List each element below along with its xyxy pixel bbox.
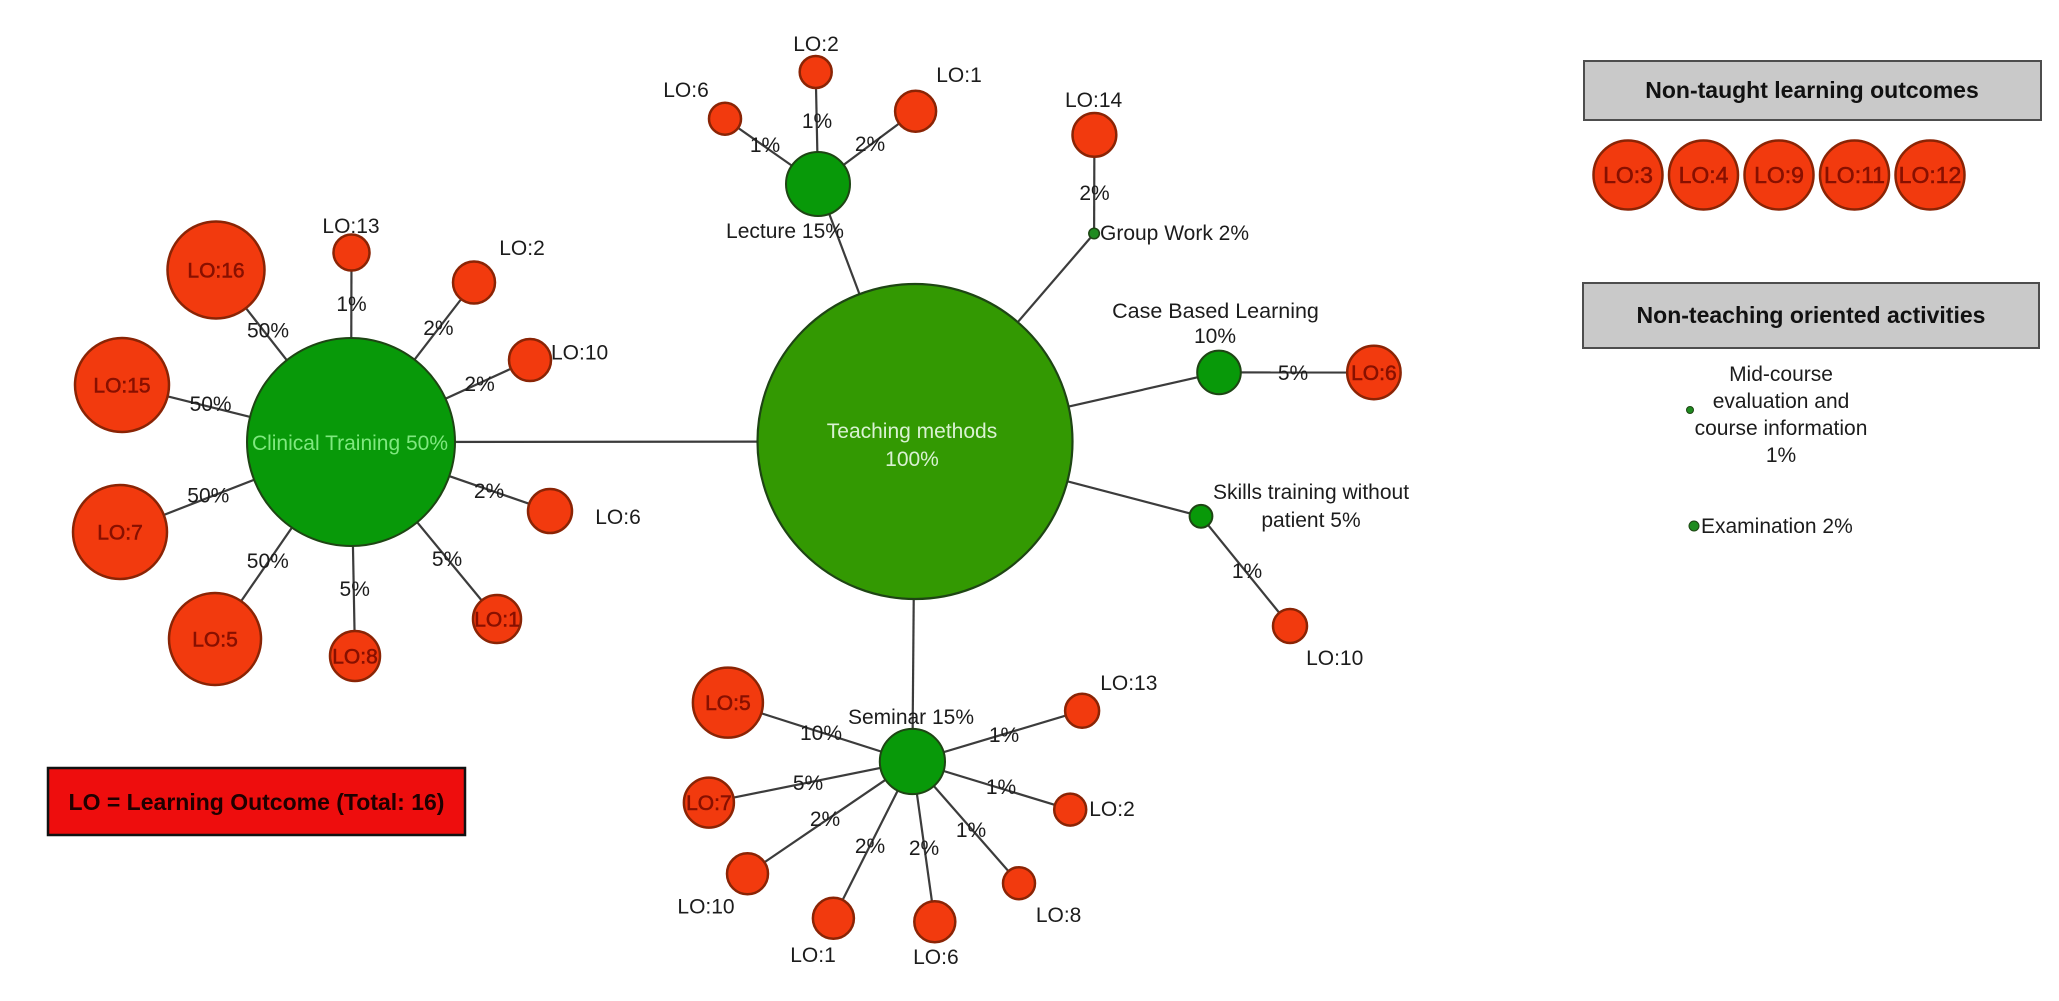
- svg-text:50%: 50%: [247, 550, 289, 573]
- svg-text:1%: 1%: [989, 724, 1019, 747]
- svg-text:50%: 50%: [190, 393, 232, 416]
- svg-text:LO:6: LO:6: [663, 79, 709, 102]
- svg-text:patient 5%: patient 5%: [1261, 509, 1360, 532]
- svg-text:Examination 2%: Examination 2%: [1701, 515, 1853, 538]
- svg-text:2%: 2%: [464, 373, 494, 396]
- svg-text:LO:12: LO:12: [1899, 162, 1962, 188]
- svg-text:2%: 2%: [855, 835, 885, 858]
- svg-text:LO:14: LO:14: [1065, 89, 1123, 112]
- svg-text:LO:6: LO:6: [595, 506, 641, 529]
- svg-text:1%: 1%: [1766, 444, 1796, 467]
- svg-text:Mid-course: Mid-course: [1729, 363, 1833, 386]
- svg-text:2%: 2%: [810, 808, 840, 831]
- svg-text:Skills training without: Skills training without: [1213, 481, 1409, 504]
- svg-text:LO:13: LO:13: [1100, 672, 1157, 695]
- svg-text:Teaching methods: Teaching methods: [827, 420, 997, 443]
- svg-text:LO:10: LO:10: [1306, 647, 1363, 670]
- svg-text:LO = Learning Outcome (Total:: LO = Learning Outcome (Total: 16): [69, 789, 445, 815]
- svg-text:Lecture 15%: Lecture 15%: [726, 220, 844, 243]
- svg-text:LO:1: LO:1: [936, 64, 982, 87]
- svg-text:5%: 5%: [340, 578, 370, 601]
- svg-text:2%: 2%: [855, 133, 885, 156]
- svg-text:Non-taught learning outcomes: Non-taught learning outcomes: [1645, 77, 1979, 103]
- svg-text:1%: 1%: [986, 776, 1016, 799]
- svg-text:2%: 2%: [474, 480, 504, 503]
- svg-text:LO:11: LO:11: [1824, 162, 1885, 188]
- svg-text:LO:1: LO:1: [790, 944, 836, 967]
- svg-text:evaluation and: evaluation and: [1713, 390, 1850, 413]
- svg-text:LO:8: LO:8: [1036, 904, 1082, 927]
- svg-text:LO:5: LO:5: [192, 629, 238, 652]
- svg-text:LO:9: LO:9: [1754, 162, 1804, 188]
- svg-text:LO:2: LO:2: [499, 237, 545, 260]
- svg-text:LO:15: LO:15: [93, 375, 150, 398]
- svg-text:LO:7: LO:7: [97, 522, 143, 545]
- svg-text:1%: 1%: [1232, 560, 1262, 583]
- svg-text:Seminar 15%: Seminar 15%: [848, 706, 974, 729]
- svg-text:LO:16: LO:16: [187, 260, 244, 283]
- svg-text:5%: 5%: [793, 772, 823, 795]
- svg-text:2%: 2%: [909, 837, 939, 860]
- svg-text:50%: 50%: [187, 485, 229, 508]
- svg-text:5%: 5%: [432, 548, 462, 571]
- svg-text:LO:10: LO:10: [677, 896, 734, 919]
- svg-text:LO:3: LO:3: [1603, 162, 1653, 188]
- svg-text:10%: 10%: [800, 722, 842, 745]
- svg-text:2%: 2%: [423, 317, 453, 340]
- svg-text:LO:6: LO:6: [1351, 362, 1397, 385]
- svg-text:LO:10: LO:10: [551, 342, 608, 365]
- svg-text:10%: 10%: [1194, 325, 1236, 348]
- svg-text:50%: 50%: [247, 320, 289, 343]
- svg-text:LO:7: LO:7: [686, 792, 732, 815]
- svg-text:1%: 1%: [956, 819, 986, 842]
- svg-text:LO:4: LO:4: [1679, 162, 1729, 188]
- svg-text:LO:2: LO:2: [1089, 798, 1135, 821]
- svg-text:LO:6: LO:6: [913, 946, 959, 969]
- svg-text:LO:2: LO:2: [793, 33, 839, 56]
- svg-text:1%: 1%: [750, 134, 780, 157]
- svg-text:1%: 1%: [802, 110, 832, 133]
- svg-text:LO:8: LO:8: [332, 646, 378, 669]
- svg-text:Group Work 2%: Group Work 2%: [1100, 222, 1249, 245]
- svg-text:LO:13: LO:13: [322, 215, 379, 238]
- svg-text:LO:5: LO:5: [705, 692, 751, 715]
- svg-text:Non-teaching oriented activiti: Non-teaching oriented activities: [1637, 302, 1986, 328]
- svg-text:100%: 100%: [885, 448, 939, 471]
- svg-text:2%: 2%: [1079, 182, 1109, 205]
- svg-text:1%: 1%: [336, 293, 366, 316]
- svg-text:Case Based Learning: Case Based Learning: [1112, 299, 1319, 323]
- svg-text:Clinical Training 50%: Clinical Training 50%: [252, 432, 448, 455]
- svg-text:LO:1: LO:1: [474, 609, 520, 632]
- svg-text:course information: course information: [1695, 417, 1868, 440]
- svg-text:5%: 5%: [1278, 362, 1308, 385]
